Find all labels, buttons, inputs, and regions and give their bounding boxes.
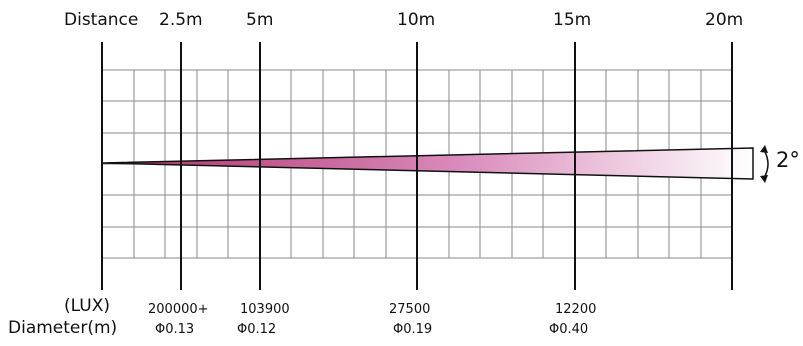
diameter-value-10m: Φ0.19 [393, 322, 433, 337]
lux-row-label: (LUX) [64, 296, 110, 316]
lux-value-15m: 12200 [555, 302, 597, 317]
distance-label-15m: 15m [553, 10, 592, 30]
light-beam [101, 147, 754, 180]
lux-value-2-5m: 200000+ [148, 302, 209, 317]
distance-label-5m: 5m [246, 10, 274, 30]
beam-angle-label: 2° [776, 148, 800, 172]
distance-label-10m: 10m [397, 10, 436, 30]
diameter-value-5m: Φ0.12 [237, 322, 277, 337]
distance-markers [101, 42, 733, 290]
distance-heading: Distance [64, 10, 139, 30]
diameter-value-2-5m: Φ0.13 [155, 322, 195, 337]
diameter-value-15m: Φ0.40 [549, 322, 589, 337]
distance-label-20m: 20m [705, 10, 744, 30]
diameter-row-label: Diameter(m) [8, 318, 118, 338]
lux-value-10m: 27500 [389, 302, 431, 317]
distance-label-2-5m: 2.5m [159, 10, 203, 30]
lux-value-5m: 103900 [240, 302, 290, 317]
angle-arrow-icon [760, 145, 769, 183]
